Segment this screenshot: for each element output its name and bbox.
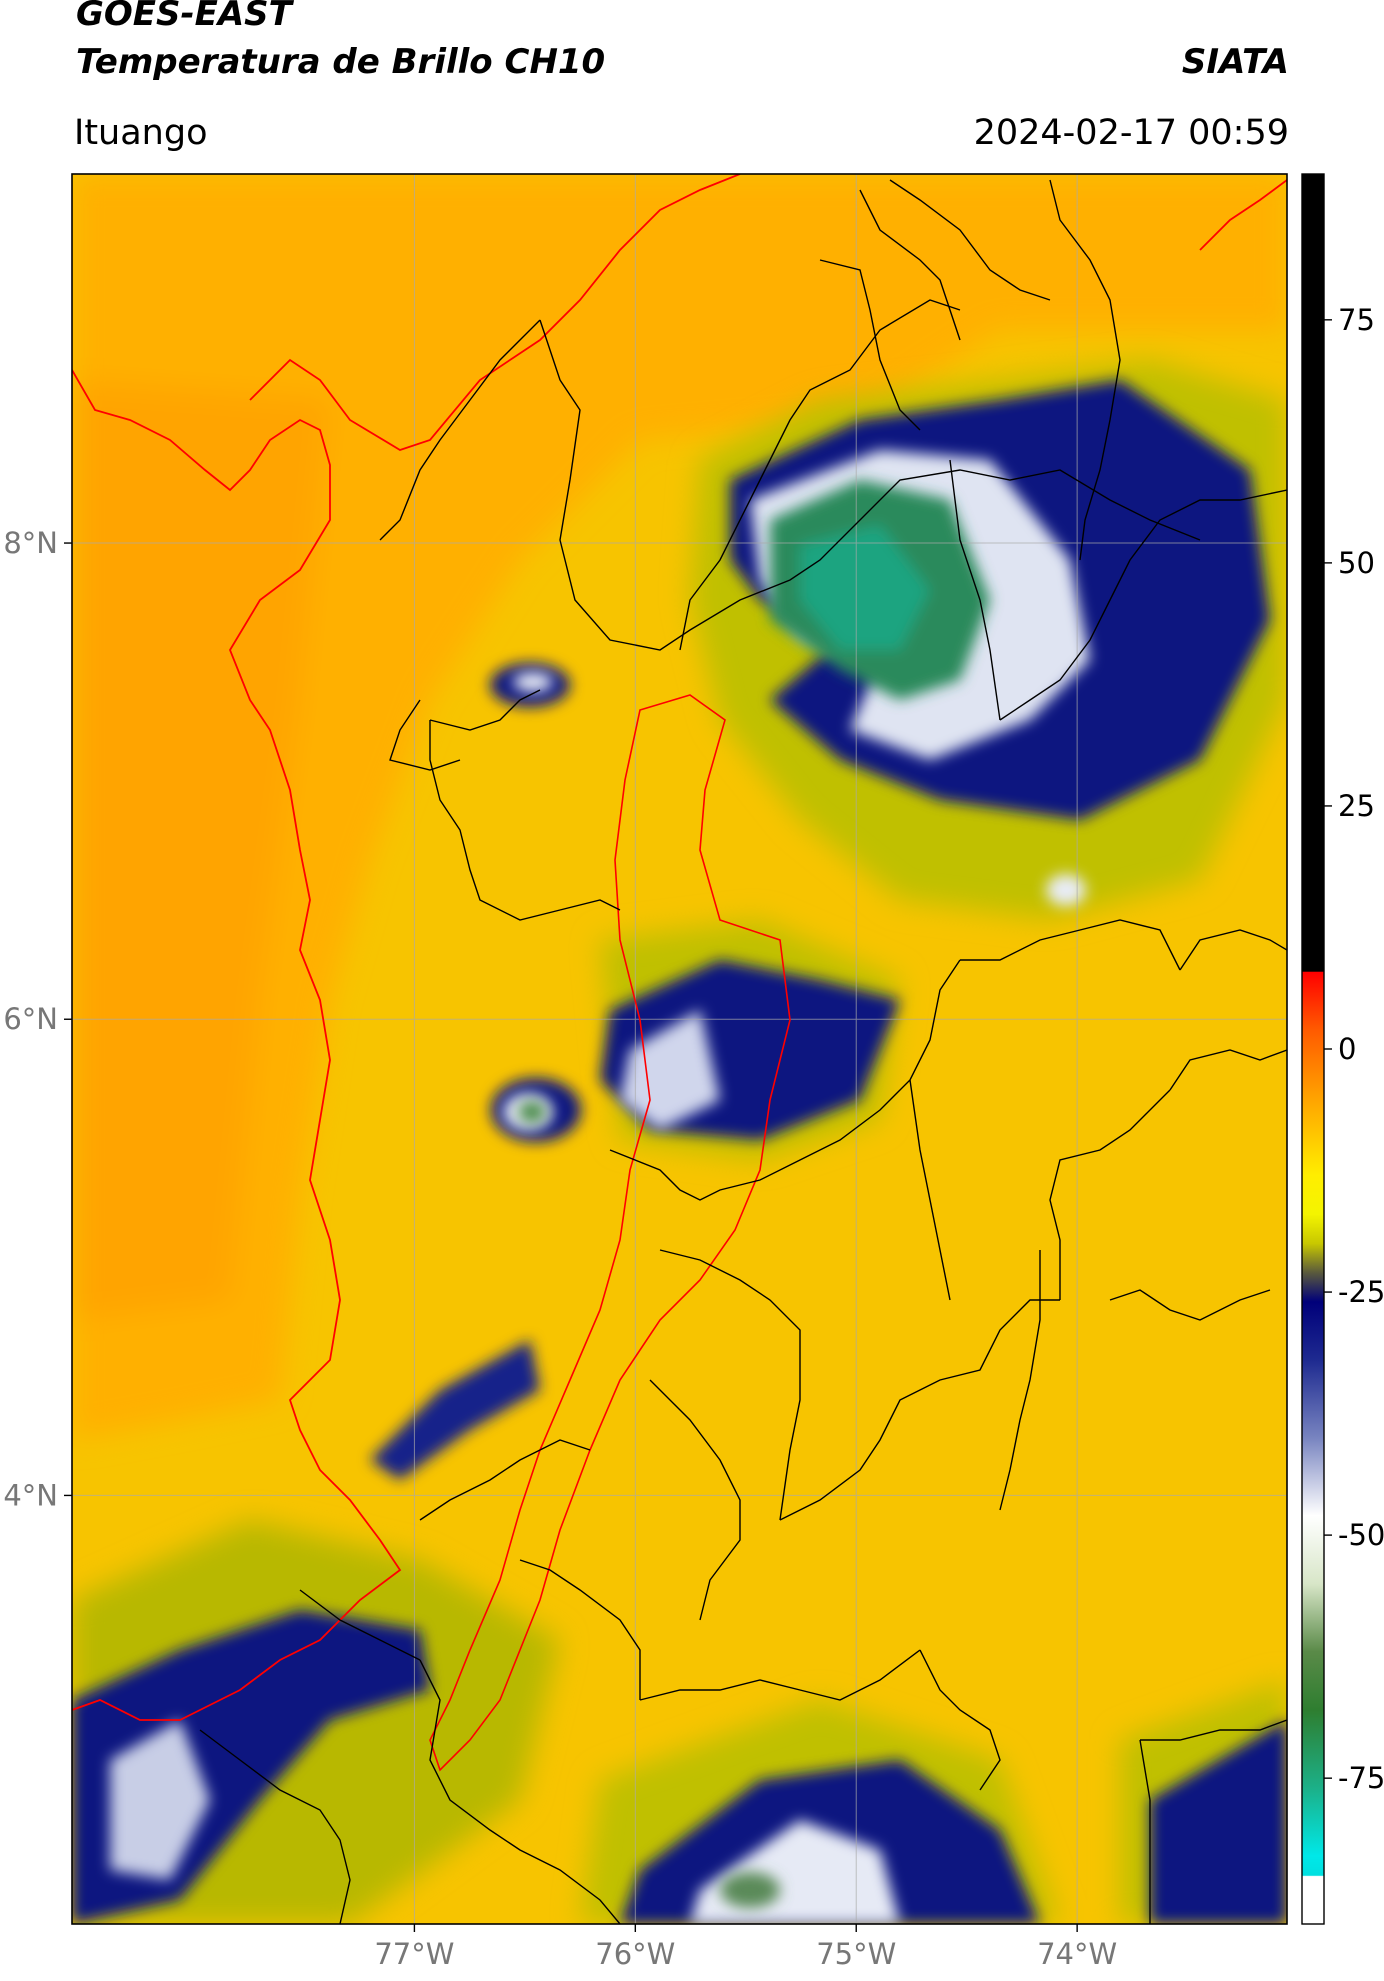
admin-borders bbox=[199, 179, 1287, 1924]
antioquia-boundary bbox=[429, 694, 791, 1772]
colorbar-tick-label: -75 bbox=[1338, 1761, 1384, 1795]
cloud-tops bbox=[72, 360, 1287, 1924]
map-frame bbox=[71, 173, 1288, 1925]
organization-label: SIATA bbox=[1181, 42, 1289, 82]
coastline bbox=[72, 369, 402, 1721]
lon-tick-label: 75°W bbox=[816, 1937, 896, 1971]
colorbar-tick-label: 25 bbox=[1338, 789, 1375, 823]
colorbar-tick-label: -25 bbox=[1338, 1275, 1384, 1309]
lon-tick-label: 74°W bbox=[1037, 1937, 1117, 1971]
lon-tick-label: 77°W bbox=[374, 1937, 454, 1971]
colorbar-tick-label: 50 bbox=[1338, 546, 1375, 580]
colorbar-scale bbox=[1302, 174, 1324, 1924]
lat-tick-label: 6°N bbox=[3, 1002, 58, 1036]
latitude-ticks: 8°N 6°N 4°N bbox=[3, 526, 72, 1512]
lon-tick-label: 76°W bbox=[595, 1937, 675, 1971]
colorbar-ticks: 75 50 25 0 -25 -50 -75 bbox=[1324, 303, 1384, 1795]
timestamp-label: 2024-02-17 00:59 bbox=[973, 113, 1289, 153]
warm-airmass bbox=[72, 174, 1287, 1440]
longitude-ticks: 77°W 76°W 75°W 74°W bbox=[374, 1924, 1117, 1971]
map-panel bbox=[72, 174, 1287, 1924]
lat-tick-label: 4°N bbox=[3, 1478, 58, 1512]
product-title: Temperatura de Brillo CH10 bbox=[76, 42, 606, 82]
colorbar-tick-label: -50 bbox=[1338, 1518, 1384, 1552]
lat-lon-grid bbox=[72, 174, 1287, 1924]
satellite-title: GOES-EAST bbox=[76, 0, 292, 34]
ne-coast bbox=[1199, 179, 1287, 251]
colorbar-tick-label: 0 bbox=[1338, 1032, 1356, 1066]
lat-tick-label: 8°N bbox=[3, 526, 58, 560]
colorbar-tick-label: 75 bbox=[1338, 303, 1375, 337]
location-label: Ituango bbox=[74, 113, 208, 153]
northern-coast bbox=[249, 174, 741, 451]
colorbar: 75 50 25 0 -25 -50 -75 bbox=[1301, 173, 1384, 1925]
